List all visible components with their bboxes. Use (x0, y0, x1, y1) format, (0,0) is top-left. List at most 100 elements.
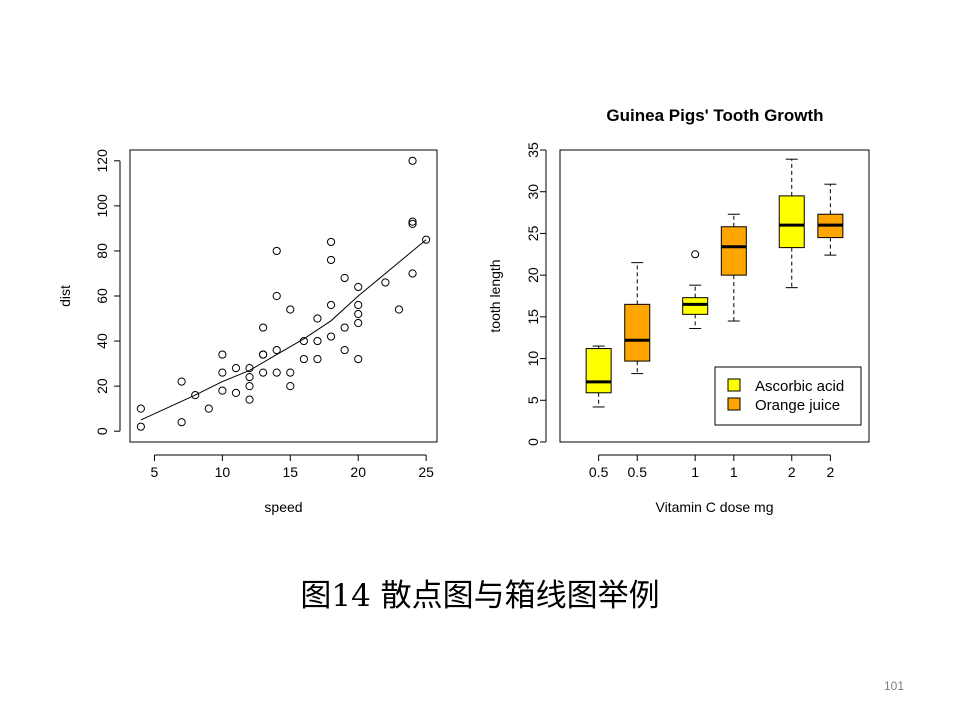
x-tick-label: 0.5 (589, 464, 609, 480)
scatter-point (272, 291, 281, 301)
y-tick-label: 30 (525, 184, 541, 200)
y-tick-label: 80 (94, 243, 110, 259)
scatter-point (286, 368, 295, 377)
y-tick-label: 60 (94, 288, 110, 304)
scatter-point (299, 336, 308, 346)
y-tick-label: 20 (94, 378, 110, 394)
scatter-point (326, 255, 336, 265)
boxplot-boxes (585, 158, 844, 408)
x-tick-label: 0.5 (628, 464, 648, 480)
scatter-point (259, 323, 268, 332)
scatter-point (191, 391, 200, 400)
legend-swatch-orange (727, 397, 741, 411)
scatter-point (299, 354, 308, 364)
boxplot-x-axis: 0.5 0.5 1 1 2 2 (589, 454, 834, 480)
boxplot-y-axis: 0 5 10 15 20 25 30 35 (525, 142, 547, 446)
outlier-point (691, 250, 700, 259)
boxplot-title: Guinea Pigs' Tooth Growth (606, 106, 823, 125)
boxplot-legend: Ascorbic acid Orange juice (714, 366, 862, 426)
box-body (585, 348, 612, 394)
scatter-point (354, 282, 363, 292)
y-tick-label: 40 (94, 333, 110, 349)
scatter-point (272, 246, 281, 256)
scatter-point (218, 350, 227, 359)
scatter-point (231, 388, 241, 397)
scatter-y-axis: 0 20 40 60 80 100 120 (94, 149, 121, 435)
x-tick-label: 25 (418, 464, 434, 480)
scatter-point (259, 368, 268, 377)
legend-label-orange: Orange juice (755, 397, 840, 414)
scatter-point (422, 235, 431, 244)
boxplot-frame (559, 149, 870, 443)
scatter-point (340, 273, 349, 283)
y-tick-label: 100 (94, 194, 110, 218)
scatter-point (177, 377, 186, 386)
box-ascorbic-0.5 (585, 345, 612, 408)
scatter-point (313, 354, 322, 364)
x-tick-label: 20 (350, 464, 366, 480)
scatter-x-axis: 5 10 15 20 25 (151, 454, 434, 480)
box-body (682, 297, 709, 315)
box-body (624, 303, 651, 362)
scatter-point (245, 373, 254, 382)
scatter-point (340, 345, 349, 355)
scatter-point (313, 336, 322, 346)
x-tick-label: 5 (151, 464, 159, 480)
scatter-point (177, 418, 186, 427)
box-body (720, 226, 747, 276)
scatter-smooth-line (140, 239, 427, 421)
scatter-point (136, 404, 145, 413)
scatter-points (136, 156, 431, 431)
y-tick-label: 35 (525, 142, 541, 158)
scatter-point (340, 323, 349, 332)
x-tick-label: 1 (691, 464, 699, 480)
scatter-point (408, 269, 417, 278)
scatter-point (218, 386, 227, 395)
scatter-point (354, 318, 363, 328)
lowess-line (140, 239, 427, 421)
scatter-point (408, 219, 417, 229)
box-body (778, 195, 805, 249)
x-tick-label: 2 (788, 464, 796, 480)
y-tick-label: 0 (94, 427, 110, 435)
scatter-point (286, 305, 295, 314)
scatter-point (231, 363, 241, 373)
y-tick-label: 15 (525, 309, 541, 325)
scatter-point (326, 300, 336, 310)
x-tick-label: 2 (826, 464, 834, 480)
scatter-point (272, 368, 281, 377)
scatter-point (354, 354, 363, 364)
legend-label-ascorbic: Ascorbic acid (755, 378, 844, 395)
scatter-point (245, 395, 254, 404)
scatter-point (218, 368, 227, 377)
scatter-point (354, 309, 363, 319)
y-tick-label: 10 (525, 351, 541, 367)
y-tick-label: 25 (525, 225, 541, 241)
box-orange-2 (817, 183, 844, 256)
boxplot-y-label: tooth length (487, 259, 503, 332)
scatter-frame (129, 149, 438, 443)
scatter-point (286, 382, 295, 391)
scatter-point (245, 363, 254, 373)
y-tick-label: 120 (94, 149, 110, 173)
scatter-y-label: dist (57, 285, 73, 307)
scatter-point (259, 350, 268, 359)
scatter-point (354, 300, 363, 310)
x-tick-label: 15 (283, 464, 299, 480)
page-number: 101 (883, 679, 904, 693)
y-tick-label: 20 (525, 267, 541, 283)
y-tick-label: 0 (525, 438, 541, 446)
scatter-point (272, 345, 281, 355)
y-tick-label: 5 (525, 396, 541, 404)
scatter-point (326, 332, 336, 341)
scatter-point (408, 156, 417, 165)
x-tick-label: 1 (730, 464, 738, 480)
legend-swatch-ascorbic (727, 378, 741, 392)
scatter-x-label: speed (264, 499, 302, 515)
box-plot: Guinea Pigs' Tooth Growth 0.5 0.5 1 1 2 2 0 5 1… (487, 106, 870, 515)
box-ascorbic-2 (778, 158, 805, 289)
scatter-point (204, 404, 213, 413)
scatter-point (136, 422, 145, 431)
scatter-plot: 5 10 15 20 25 0 20 40 60 80 100 120 speed dist (57, 149, 438, 515)
